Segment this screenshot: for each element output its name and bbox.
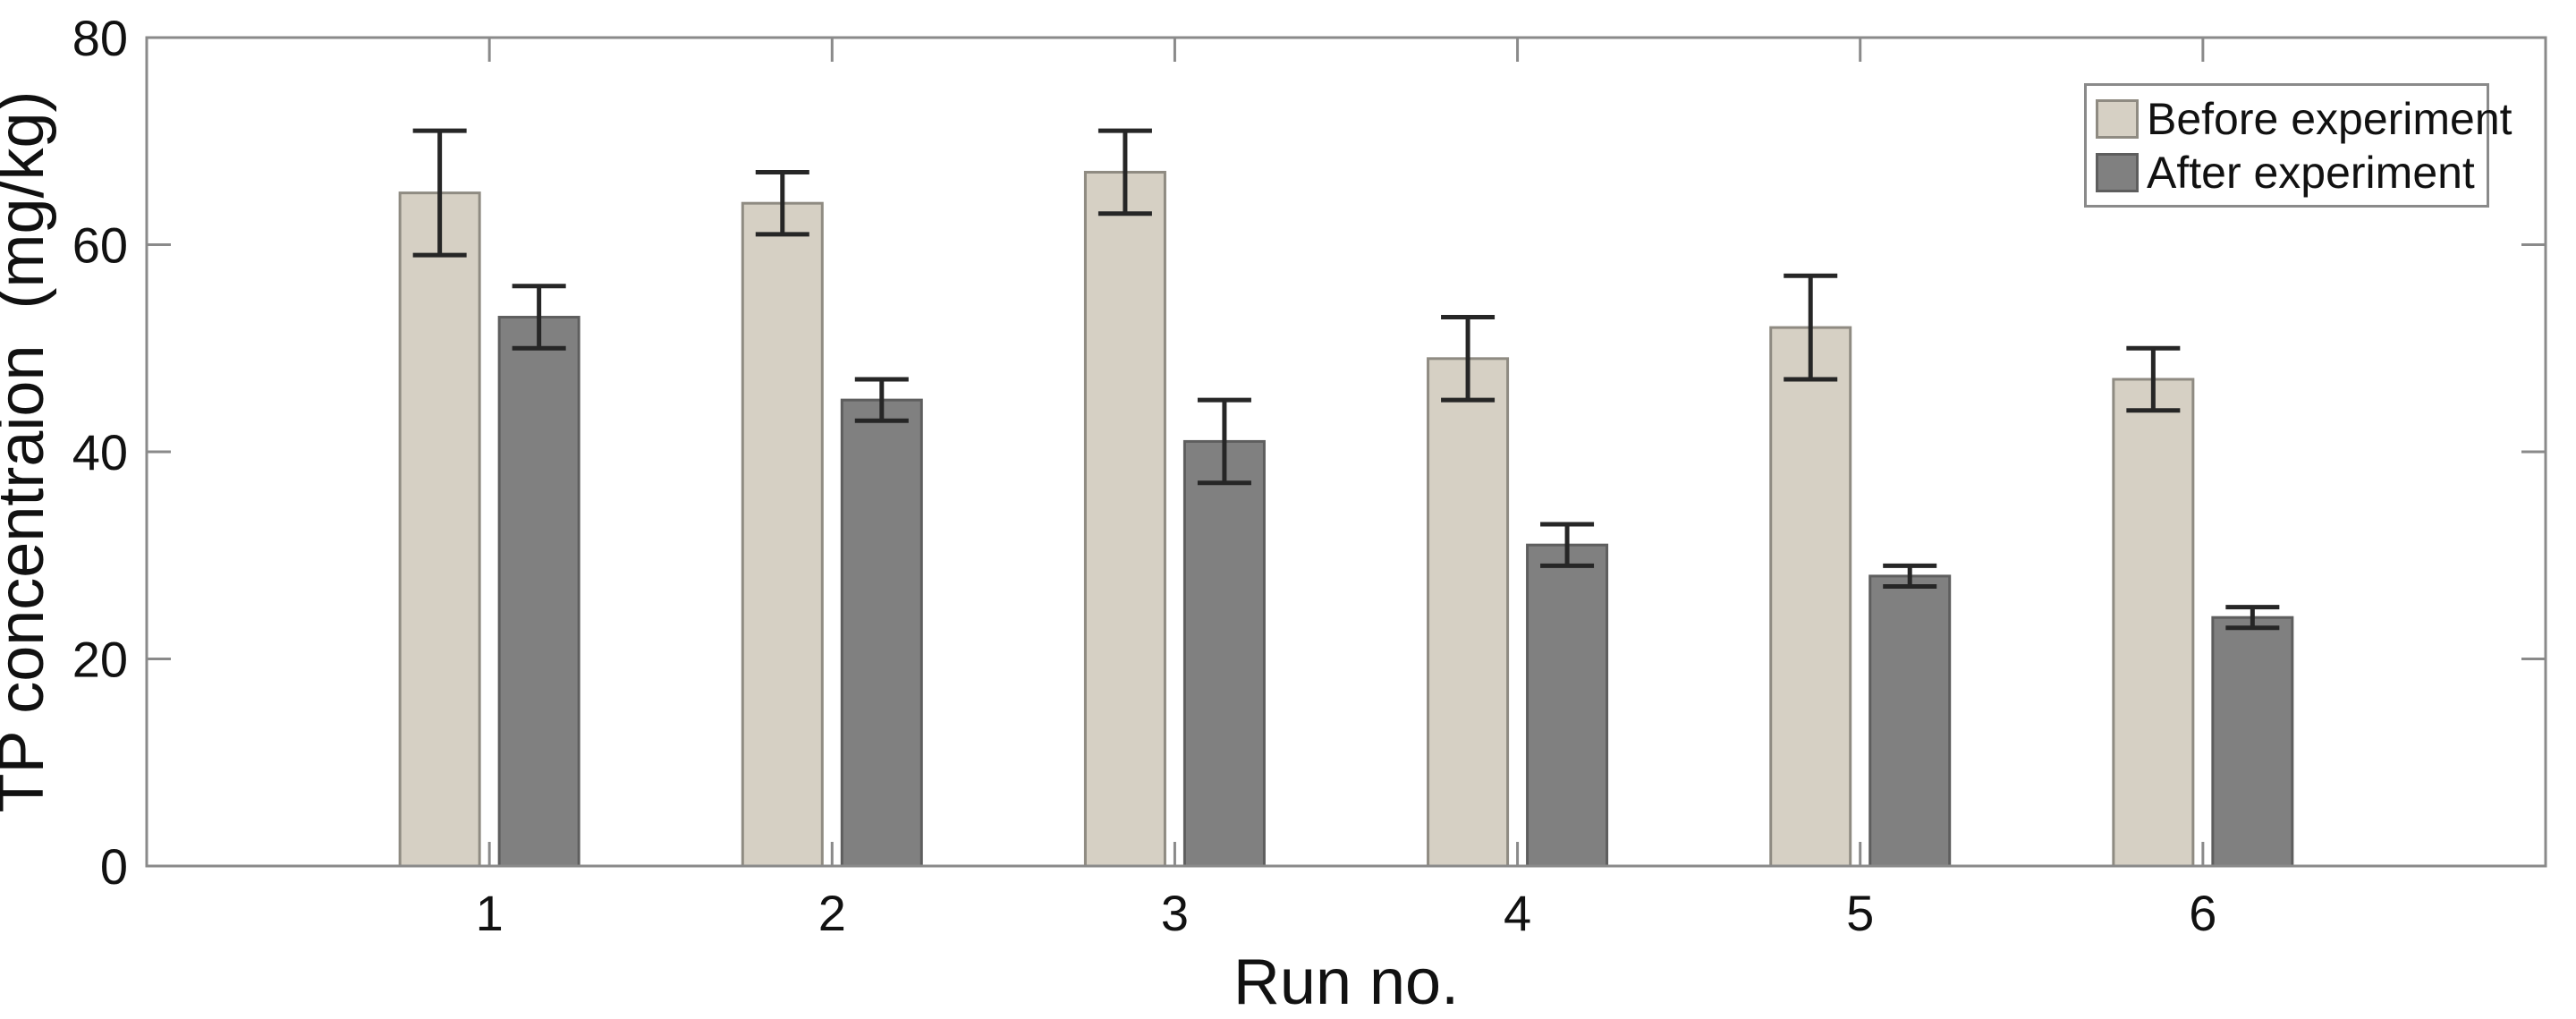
y-tick-label-40: 40	[72, 424, 128, 480]
legend-item-after: After experiment	[2096, 147, 2487, 198]
bar-before-run-5	[1769, 326, 1852, 868]
bar-after-run-2	[840, 398, 923, 868]
y-tick-label-0: 0	[100, 838, 128, 895]
y-axis-label: TP concentraion (mg/kg)	[0, 90, 57, 812]
y-tick-label-60: 60	[72, 217, 128, 274]
bar-after-run-6	[2211, 616, 2294, 868]
legend-label-before: Before experiment	[2147, 93, 2512, 144]
bar-before-run-1	[398, 191, 481, 868]
x-tick-label-4: 4	[1504, 885, 1531, 941]
legend: Before experiment After experiment	[2084, 83, 2512, 208]
bar-before-run-2	[741, 201, 824, 868]
bar-after-run-3	[1182, 439, 1266, 868]
legend-swatch-after-icon	[2096, 152, 2139, 192]
legend-swatch-before-icon	[2096, 98, 2139, 139]
x-tick-label-5: 5	[1846, 885, 1874, 941]
x-tick-label-2: 2	[818, 885, 846, 941]
bar-after-run-4	[1526, 543, 1609, 868]
bar-after-run-1	[497, 316, 580, 868]
legend-item-before: Before experiment	[2096, 97, 2512, 141]
bar-before-run-6	[2112, 378, 2195, 868]
y-tick-label-80: 80	[72, 10, 128, 66]
x-tick-label-3: 3	[1161, 885, 1189, 941]
bar-after-run-5	[1868, 574, 1952, 868]
legend-label-after: After experiment	[2147, 147, 2475, 198]
x-tick-label-1: 1	[476, 885, 504, 941]
bar-before-run-3	[1083, 170, 1166, 868]
bar-before-run-4	[1427, 357, 1510, 868]
x-tick-label-6: 6	[2189, 885, 2216, 941]
x-axis-label: Run no.	[1233, 947, 1459, 1018]
plot-generated-content: 0 20 40 60 80 1 2 3 4 5 6	[72, 10, 2547, 941]
y-tick-label-20: 20	[72, 632, 128, 688]
